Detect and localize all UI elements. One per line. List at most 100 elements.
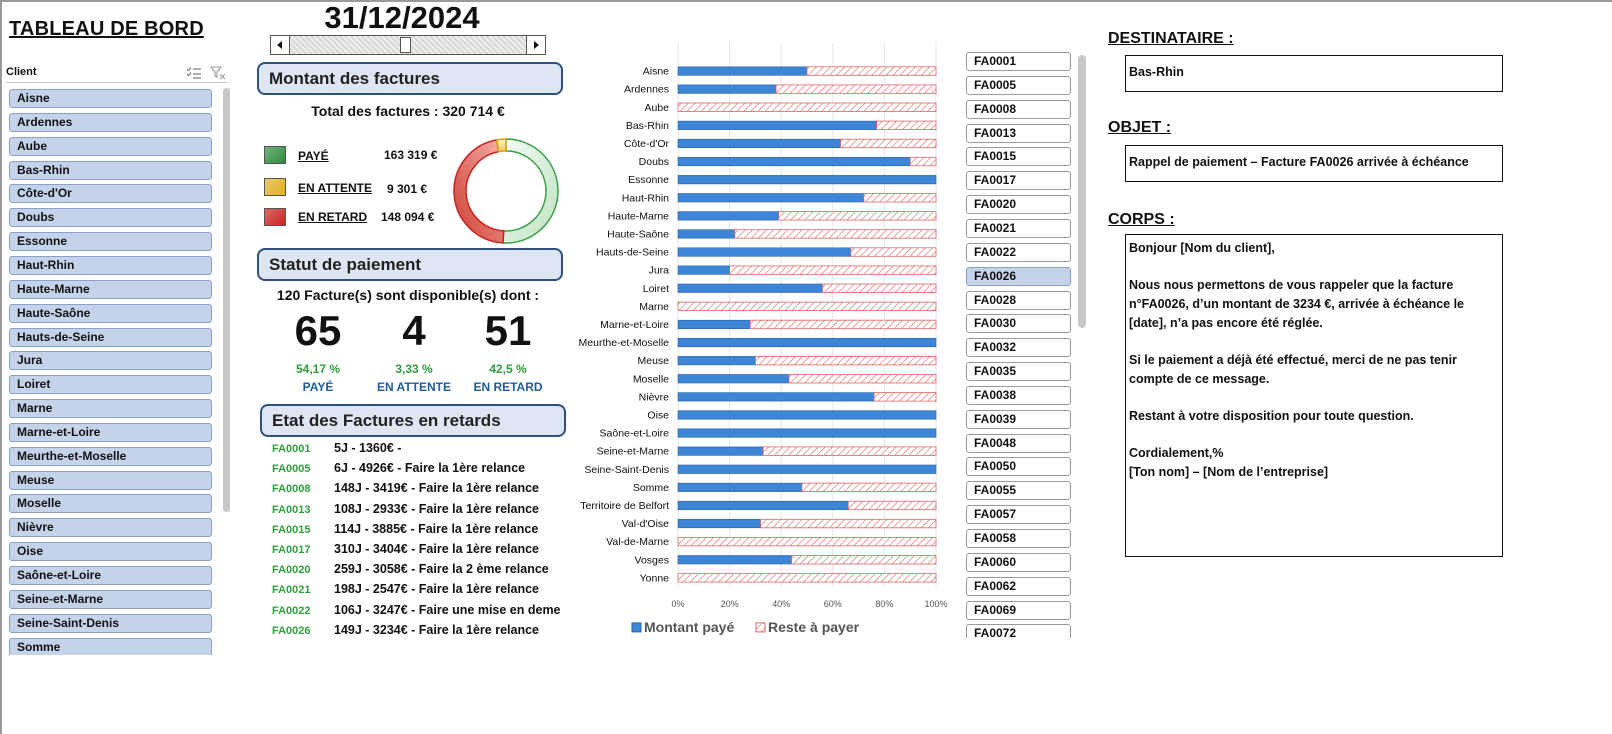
category-label: Vosges [635,554,669,566]
slicer-item[interactable]: Aisne [9,89,212,108]
late-invoice-code: FA0005 [272,463,311,476]
invoice-scrollbar[interactable] [1078,55,1086,328]
multi-select-icon[interactable] [186,66,202,80]
legend-paid-marker [631,622,642,633]
invoice-item[interactable]: FA0005 [966,75,1071,95]
late-invoice-detail: 310J - 3404€ - Faire la 1ère relance [334,542,540,556]
obj-label: OBJET : [1108,119,1172,136]
invoice-item[interactable]: FA0013 [966,123,1071,143]
dest-field[interactable]: Bas-Rhin [1125,55,1503,92]
slicer-item[interactable]: Aube [9,136,212,156]
invoice-item[interactable]: FA0022 [966,242,1071,262]
body-field[interactable]: Bonjour [Nom du client], Nous nous perme… [1125,234,1503,557]
date-scrollbar[interactable] [270,35,546,55]
slicer-item[interactable]: Meuse [9,470,212,490]
late-invoice-code: FA0021 [272,584,311,597]
bar-remaining [801,482,937,493]
invoice-item[interactable]: FA0008 [966,99,1071,119]
invoice-item[interactable]: FA0026 [966,266,1071,286]
invoice-item[interactable]: FA0030 [966,314,1071,334]
late-invoice-detail: 259J - 3058€ - Faire la 2 ème relance [334,562,549,577]
slicer-item[interactable]: Nièvre [9,518,212,538]
late-invoice-row: FA0001 5J - 1360€ - [272,441,572,461]
slicer-item[interactable]: Haut-Rhin [9,255,212,275]
late-invoice-code: FA0013 [272,503,311,516]
slicer-title: Client [6,66,37,78]
slicer-item[interactable]: Loiret [9,375,212,395]
slicer-item[interactable]: Ardennes [9,112,212,132]
bar-remaining [677,102,937,112]
obj-field[interactable]: Rappel de paiement – Facture FA0026 arri… [1125,145,1503,182]
slicer-item[interactable]: Marne-et-Loire [9,422,212,442]
invoice-item[interactable]: FA0039 [966,409,1071,429]
category-label: Aisne [643,66,669,78]
slicer-item[interactable]: Marne [9,399,212,419]
bar-paid [677,356,756,366]
slicer-item[interactable]: Bas-Rhin [9,160,212,180]
invoice-item[interactable]: FA0048 [966,433,1071,453]
slicer-scrollbar[interactable] [223,88,230,512]
donut-paid-slice [502,138,559,244]
invoice-item[interactable]: FA0060 [966,552,1071,572]
late-invoice-row: FA0013 108J - 2933€ - Faire la 1ère relan… [272,502,572,522]
invoice-item[interactable]: FA0001 [966,52,1071,71]
invoice-count-summary: 120 Facture(s) sont disponible(s) dont : [276,287,540,303]
invoice-item[interactable]: FA0032 [966,338,1071,358]
slicer-item[interactable]: Moselle [9,494,212,514]
slicer-item[interactable]: Meurthe-et-Moselle [9,446,212,466]
x-tick-label: 80% [875,599,893,609]
late-invoice-row: FA0021 198J - 2547€ - Faire la 1ère relan… [272,582,572,602]
slicer-item[interactable]: Hauts-de-Seine [9,327,212,347]
late-invoice-row: FA0026 149J - 3234€ - Faire la 1ère relan… [272,623,572,643]
late-invoice-detail: 148J - 3419€ - Faire la 1ère relance [334,481,540,496]
payment-donut-chart [453,138,559,244]
slicer-item[interactable]: Oise [9,542,212,562]
slicer-item[interactable]: Seine-Saint-Denis [9,613,212,633]
bar-paid [677,157,911,167]
slicer-item[interactable]: Haute-Marne [9,279,212,299]
slicer-item[interactable]: Doubs [9,208,212,228]
clear-filter-icon[interactable] [209,66,226,80]
slicer-item[interactable]: Jura [9,351,212,371]
paid-count: 65 [294,307,342,354]
scroll-thumb[interactable] [400,37,411,53]
slicer-item[interactable]: Essonne [9,232,212,252]
invoice-item[interactable]: FA0015 [966,147,1071,167]
invoice-item[interactable]: FA0057 [966,505,1071,525]
bar-remaining [873,392,937,402]
category-label: Marne [639,301,669,313]
invoice-item[interactable]: FA0020 [966,195,1071,215]
scroll-right-button[interactable] [526,35,546,55]
invoice-item[interactable]: FA0058 [966,529,1071,548]
slicer-item[interactable]: Somme [9,637,212,655]
bar-remaining [806,66,937,76]
scroll-left-button[interactable] [270,35,290,55]
category-label: Yonne [640,572,670,584]
bar-remaining [909,156,937,167]
slicer-item[interactable]: Seine-et-Marne [9,589,212,609]
late-count: 51 [484,307,532,354]
slicer-list: Aisne Ardennes Aube Bas-Rhin Côte-d'Or Doubs E… [9,89,221,655]
invoice-item[interactable]: FA0050 [966,457,1071,477]
slicer-item[interactable]: Haute-Saône [9,303,212,323]
slicer-item[interactable]: Côte-d'Or [9,184,212,204]
slicer-item[interactable]: Saône-et-Loire [9,566,212,585]
invoice-item[interactable]: FA0072 [966,624,1071,638]
invoice-item[interactable]: FA0035 [966,362,1071,382]
bar-remaining [677,573,937,583]
bar-paid [677,283,823,293]
invoice-item[interactable]: FA0055 [966,481,1071,501]
invoice-item[interactable]: FA0062 [966,576,1071,596]
invoice-item[interactable]: FA0069 [966,600,1071,620]
late-invoice-row: FA0017 310J - 3404€ - Faire la 1ère relan… [272,542,572,562]
bar-remaining [775,84,937,94]
invoice-item[interactable]: FA0017 [966,171,1071,191]
body-greeting: Bonjour [Nom du client], [1129,241,1275,255]
x-tick-label: 0% [671,599,684,609]
invoice-item[interactable]: FA0038 [966,385,1071,405]
invoice-item[interactable]: FA0021 [966,218,1071,238]
invoice-item[interactable]: FA0028 [966,290,1071,310]
bar-remaining [847,500,937,511]
montant-header: Montant des factures [257,62,563,95]
legend-late-swatch [264,208,286,226]
